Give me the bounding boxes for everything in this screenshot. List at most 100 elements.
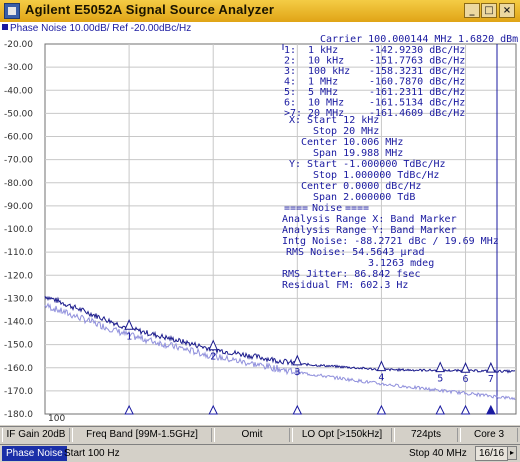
- marker-row-value: -161.2311 dBc/Hz: [369, 87, 465, 98]
- y-axis-label: -130.0: [4, 294, 33, 304]
- close-icon[interactable]: ×: [499, 3, 515, 18]
- marker-row-freq: 5 MHz: [308, 87, 338, 98]
- x-center: Center 10.006 MHz: [301, 137, 403, 148]
- intg-noise: Intg Noise: -88.2721 dBc / 19.69 MHz: [282, 236, 499, 247]
- rms-noise: RMS Noise: 54.5643 µrad: [286, 247, 424, 258]
- plot-area[interactable]: Phase Noise 10.00dB/ Ref -20.00dBc/Hz -2…: [0, 22, 520, 425]
- points-button[interactable]: 724pts: [394, 428, 458, 442]
- marker-row-freq: 20 MHz: [308, 108, 344, 119]
- y-axis-label: -160.0: [4, 364, 33, 374]
- noise-header: Noise: [312, 203, 342, 214]
- marker-row-label: 1:: [284, 45, 296, 56]
- chevron-right-icon[interactable]: ▸: [507, 446, 517, 460]
- lo-opt-button[interactable]: LO Opt [>150kHz]: [292, 428, 392, 442]
- axis-marker-triangle-icon: [460, 404, 471, 415]
- marker-triangle-icon[interactable]: [435, 361, 445, 373]
- y-axis-label: -90.00: [4, 202, 33, 212]
- y-axis-label: -110.0: [4, 248, 33, 258]
- x-stop: Stop 20 MHz: [313, 126, 379, 137]
- marker-row-label: 6:: [284, 98, 296, 109]
- y-span: Span 2.000000 TdB: [313, 192, 415, 203]
- trace-markers[interactable]: 1 2 3 4 5 6 7: [124, 319, 496, 385]
- grid-lines: [45, 44, 516, 414]
- softkey-bar: IF Gain 20dB Freq Band [99M-1.5GHz] Omit…: [0, 426, 520, 444]
- y-axis-label: -170.0: [4, 387, 33, 397]
- x-start: X: Start 12 kHz: [289, 115, 379, 126]
- marker-number: 7: [488, 374, 494, 385]
- marker-row-value: -160.7870 dBc/Hz: [369, 77, 465, 88]
- marker-row-label: >7:: [284, 108, 302, 119]
- marker-row-freq: 1 kHz: [308, 45, 338, 56]
- marker-row-freq: 100 kHz: [308, 66, 350, 77]
- marker-triangle-icon[interactable]: [376, 360, 387, 372]
- axis-marker-triangle-icon: [435, 404, 446, 415]
- measurement-type[interactable]: Phase Noise: [2, 446, 67, 461]
- y-axis-label: -140.0: [4, 318, 33, 328]
- marker-number: 4: [378, 373, 384, 384]
- marker-row-value: -161.4609 dBc/Hz: [369, 108, 465, 119]
- range-x: Analysis Range X: Band Marker: [282, 214, 457, 225]
- window-title: Agilent E5052A Signal Source Analyzer: [25, 2, 275, 17]
- marker-number: 6: [463, 374, 469, 385]
- y-axis-labels: -20.00 -30.00 -40.00 -50.00 -60.00 -70.00 -80.…: [4, 40, 33, 420]
- trace-secondary: [44, 302, 516, 401]
- y-axis-label: -120.0: [4, 271, 33, 281]
- trace-marker-icon: [2, 24, 8, 30]
- marker-table: 1: 1 kHz -142.9230 dBc/Hz 2: 10 kHz -151.7763…: [284, 45, 465, 119]
- axis-marker-triangle-icon: [486, 404, 496, 415]
- x-span: Span 19.988 MHz: [313, 148, 403, 159]
- marker-number: 5: [437, 374, 443, 385]
- noise-divider-right: ====: [345, 203, 369, 214]
- if-gain-button[interactable]: IF Gain 20dB: [2, 428, 70, 442]
- marker-triangle-icon[interactable]: [486, 361, 496, 373]
- page-indicator: 16/16: [475, 446, 509, 461]
- window-titlebar: Agilent E5052A Signal Source Analyzer _ …: [0, 0, 520, 23]
- omit-button[interactable]: Omit: [214, 428, 290, 442]
- marker-row-freq: 1 MHz: [308, 77, 338, 88]
- marker-number: 3: [294, 367, 300, 378]
- y-axis-label: -100.0: [4, 225, 33, 235]
- axis-marker-triangle-icon: [376, 404, 387, 415]
- y-center: Center 0.0000 dBc/Hz: [301, 181, 421, 192]
- rms-jitter: RMS Jitter: 86.842 fsec: [282, 269, 420, 280]
- y-axis-label: -20.00: [4, 40, 33, 50]
- y-axis-label: -180.0: [4, 410, 33, 420]
- axis-marker-triangle-icon: [292, 404, 303, 415]
- maximize-icon[interactable]: □: [481, 3, 497, 18]
- status-bar: Phase Noise Start 100 Hz Stop 40 MHz 16/…: [0, 444, 520, 462]
- app-icon: [4, 3, 20, 19]
- y-axis-label: -80.00: [4, 179, 33, 189]
- marker-triangle-icon[interactable]: [460, 362, 471, 373]
- axis-marker-triangle-icon: [208, 404, 219, 415]
- y-axis-label: -30.00: [4, 63, 33, 73]
- marker-triangle-icon[interactable]: [292, 354, 303, 366]
- y-axis-label: -50.00: [4, 109, 33, 119]
- freq-band-button[interactable]: Freq Band [99M-1.5GHz]: [72, 428, 212, 442]
- marker-row-value: -158.3231 dBc/Hz: [369, 66, 465, 77]
- core-button[interactable]: Core 3: [460, 428, 518, 442]
- x-start-label: 100: [48, 414, 65, 424]
- marker-row-value: -151.7763 dBc/Hz: [369, 56, 465, 67]
- y-axis-label: -70.00: [4, 156, 33, 166]
- marker-row-value: -142.9230 dBc/Hz: [369, 45, 465, 56]
- y-stop: Stop 1.000000 TdBc/Hz: [313, 170, 439, 181]
- trace-header: Phase Noise 10.00dB/ Ref -20.00dBc/Hz: [2, 23, 191, 34]
- start-frequency: Start 100 Hz: [64, 448, 120, 459]
- marker-row-label: 2:: [284, 56, 296, 67]
- marker-triangle-icon[interactable]: [208, 339, 218, 351]
- y-axis-label: -40.00: [4, 86, 33, 96]
- marker-row-label: 5:: [284, 87, 296, 98]
- axis-marker-triangle-icon: [124, 404, 134, 415]
- carrier-text: Carrier 100.000144 MHz: [320, 34, 452, 45]
- stop-frequency: Stop 40 MHz: [409, 448, 467, 459]
- range-y: Analysis Range Y: Band Marker: [282, 225, 457, 236]
- trace-header-text: Phase Noise 10.00dB/ Ref -20.00dBc/Hz: [10, 23, 192, 34]
- residual-fm: Residual FM: 602.3 Hz: [282, 280, 408, 291]
- plot-svg: -20.00 -30.00 -40.00 -50.00 -60.00 -70.00 -80.…: [4, 34, 518, 424]
- rms-noise-deg: 3.1263 mdeg: [368, 258, 434, 269]
- y-start: Y: Start -1.000000 TdBc/Hz: [289, 159, 446, 170]
- marker-row-label: 3:: [284, 66, 296, 77]
- y-axis-label: -60.00: [4, 133, 33, 143]
- minimize-icon[interactable]: _: [464, 3, 480, 18]
- marker-triangle-icon[interactable]: [124, 319, 134, 330]
